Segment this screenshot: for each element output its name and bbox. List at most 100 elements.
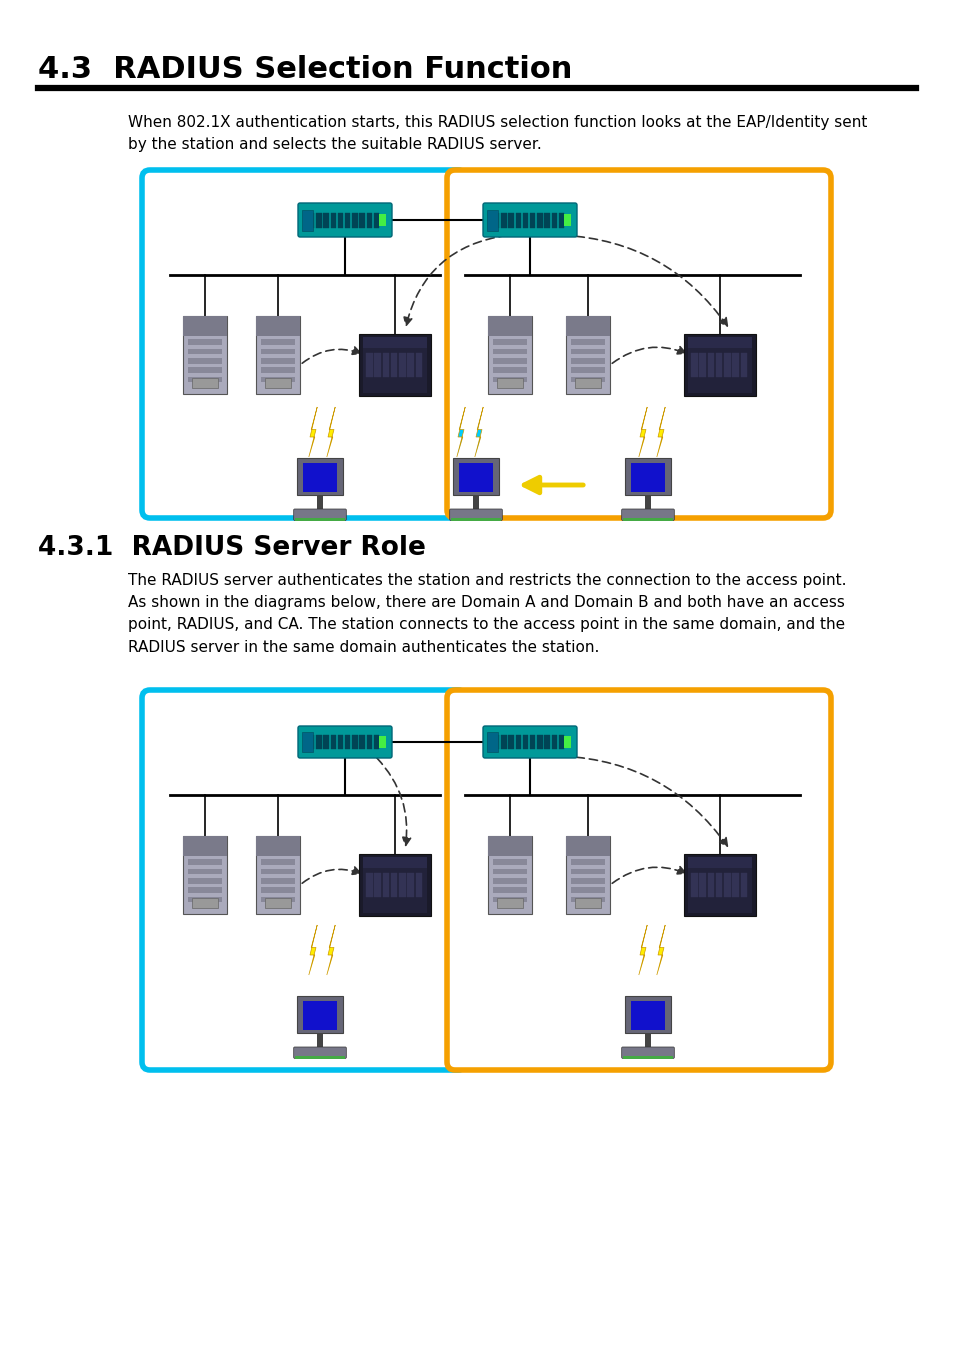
Bar — [699, 873, 705, 897]
Bar — [551, 735, 557, 748]
Bar — [571, 859, 604, 865]
Bar — [188, 358, 221, 363]
Bar — [624, 458, 670, 496]
Bar — [255, 316, 299, 335]
Bar — [352, 212, 357, 227]
Bar — [362, 338, 427, 393]
Bar — [294, 517, 345, 521]
Polygon shape — [656, 407, 664, 457]
Bar — [493, 888, 526, 893]
Polygon shape — [309, 407, 316, 457]
Bar — [345, 212, 350, 227]
Bar — [493, 897, 526, 902]
FancyBboxPatch shape — [294, 509, 346, 520]
Bar — [407, 873, 414, 897]
Bar — [644, 496, 650, 509]
Polygon shape — [656, 925, 664, 975]
Bar — [723, 353, 730, 377]
Bar — [416, 353, 421, 377]
Bar — [707, 873, 714, 897]
Bar — [302, 463, 337, 492]
Bar — [337, 212, 343, 227]
FancyBboxPatch shape — [294, 1047, 346, 1058]
Bar — [366, 212, 372, 227]
Bar — [544, 735, 549, 748]
Bar — [188, 897, 221, 902]
Bar — [261, 349, 294, 354]
Bar — [450, 517, 500, 521]
Bar — [493, 878, 526, 884]
Bar — [497, 378, 522, 388]
Bar — [391, 353, 397, 377]
Bar — [382, 353, 389, 377]
Bar — [265, 898, 291, 908]
Bar — [302, 1001, 337, 1029]
Bar — [683, 334, 755, 396]
Bar — [294, 1055, 345, 1059]
Bar — [691, 873, 697, 897]
Bar — [575, 898, 600, 908]
Bar — [296, 458, 343, 496]
FancyBboxPatch shape — [621, 509, 674, 520]
FancyBboxPatch shape — [297, 203, 392, 236]
FancyBboxPatch shape — [447, 690, 830, 1070]
Bar — [265, 378, 291, 388]
Bar — [296, 996, 343, 1034]
Bar — [565, 836, 609, 915]
Bar — [558, 735, 563, 748]
Bar — [687, 857, 752, 869]
Bar — [374, 735, 378, 748]
Bar — [261, 358, 294, 363]
Bar — [188, 878, 221, 884]
Bar — [398, 353, 405, 377]
Bar — [315, 212, 321, 227]
Bar — [494, 212, 498, 227]
Bar — [458, 463, 493, 492]
Bar — [337, 735, 343, 748]
Bar — [358, 854, 431, 916]
Bar — [508, 212, 514, 227]
Bar — [352, 735, 357, 748]
Bar — [261, 367, 294, 373]
Bar — [301, 209, 313, 231]
Bar — [493, 358, 526, 363]
Bar — [571, 878, 604, 884]
Polygon shape — [327, 407, 335, 457]
Bar — [723, 873, 730, 897]
Bar — [378, 736, 386, 747]
Bar — [544, 212, 549, 227]
Polygon shape — [475, 407, 482, 457]
Bar — [691, 353, 697, 377]
Polygon shape — [639, 407, 646, 457]
Bar — [261, 897, 294, 902]
Bar — [515, 735, 520, 748]
Polygon shape — [456, 407, 465, 457]
Bar — [715, 353, 721, 377]
Bar — [687, 338, 752, 393]
Bar — [522, 212, 528, 227]
Bar — [715, 873, 721, 897]
Bar — [497, 898, 522, 908]
Bar — [261, 878, 294, 884]
Bar — [630, 1001, 665, 1029]
FancyBboxPatch shape — [482, 725, 577, 758]
Bar — [188, 869, 221, 874]
Bar — [188, 349, 221, 354]
Bar — [301, 732, 313, 751]
Bar — [453, 458, 498, 496]
Bar — [309, 735, 314, 748]
Bar — [316, 1034, 323, 1048]
Bar — [323, 212, 329, 227]
Bar — [183, 316, 227, 335]
Bar — [494, 735, 498, 748]
Bar — [493, 869, 526, 874]
Bar — [732, 353, 738, 377]
Bar — [345, 735, 350, 748]
Bar — [500, 735, 506, 748]
Bar — [558, 212, 563, 227]
Bar — [255, 316, 299, 394]
Bar — [315, 735, 321, 748]
Bar — [488, 836, 532, 915]
Bar — [571, 358, 604, 363]
Bar — [488, 836, 532, 855]
